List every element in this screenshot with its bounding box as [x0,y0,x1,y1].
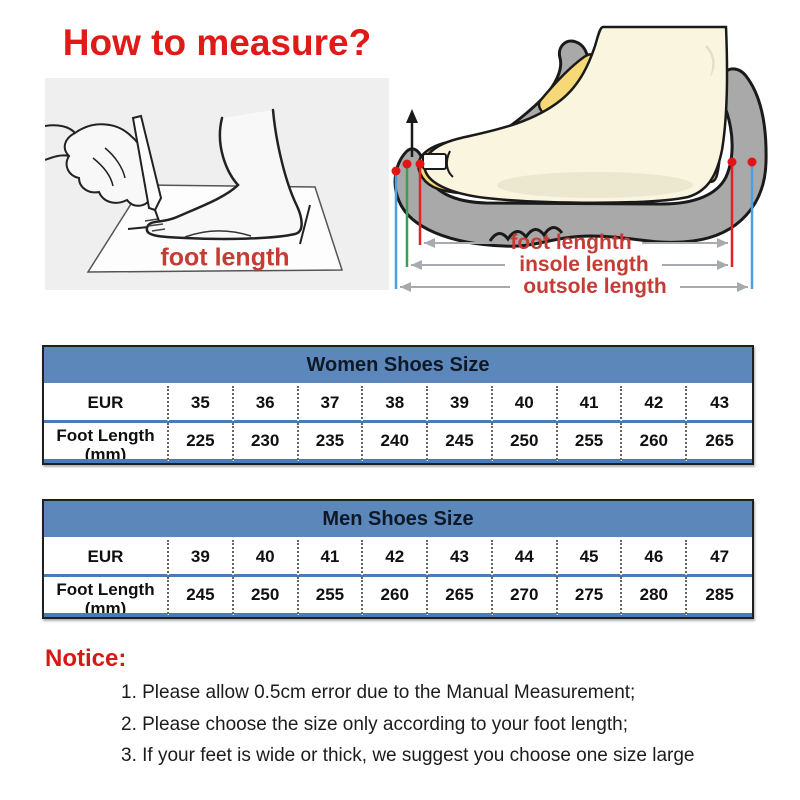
size-cell: 41 [557,386,623,423]
heel-tick-mark [299,204,311,245]
size-cell: 35 [169,386,234,423]
size-cell: 41 [298,540,364,577]
row-header-foot-length: Foot Length (mm) [44,577,169,617]
women-table-title: Women Shoes Size [44,347,752,386]
pen [131,114,163,212]
length-cell: 285 [687,577,752,617]
length-cell: 265 [428,577,493,617]
foot-length-label: foot lenghth [510,231,632,254]
size-cell: 43 [428,540,493,577]
size-cell: 40 [492,386,558,423]
length-cell: 260 [622,423,688,463]
size-cell: 45 [557,540,623,577]
row-header-foot-length: Foot Length (mm) [44,423,169,463]
shoe-measurement-diagram [390,5,800,297]
tread-waves [488,226,564,242]
size-cell: 47 [687,540,752,577]
measure-dot [727,157,737,167]
size-cell: 42 [622,386,688,423]
men-size-table: Men Shoes Size EUR 39 40 41 42 43 44 45 … [42,499,754,619]
women-table-grid: EUR 35 36 37 38 39 40 41 42 43 Foot Leng… [44,386,752,463]
notice-item: 2. Please choose the size only according… [121,713,628,735]
pen-tip [154,209,160,222]
insole-length-label: insole length [519,253,649,276]
finger-lines [92,147,126,187]
trace-marks [144,218,166,232]
men-table-grid: EUR 39 40 41 42 43 44 45 46 47 Foot Leng… [44,540,752,617]
toenail [422,153,447,170]
size-cell: 39 [428,386,493,423]
women-size-table: Women Shoes Size EUR 35 36 37 38 39 40 4… [42,345,754,465]
length-cell: 235 [298,423,364,463]
length-cell: 280 [622,577,688,617]
length-cell: 230 [233,423,299,463]
size-cell: 46 [622,540,688,577]
arrow-right-icon [737,282,748,292]
shoe-drawing [391,25,768,292]
length-cell: 275 [557,577,623,617]
size-cell: 38 [363,386,429,423]
length-cell: 250 [492,423,558,463]
length-cell: 265 [687,423,752,463]
size-cell: 43 [687,386,752,423]
sole-shadow [497,172,693,198]
length-cell: 255 [298,577,364,617]
size-cell: 39 [169,540,234,577]
toe-crease [445,150,454,178]
measure-dot [391,166,401,176]
foot-length-text: Foot Length [56,426,155,445]
length-cell: 270 [492,577,558,617]
page-title: How to measure? [62,22,372,63]
leg-highlight [705,45,715,77]
arrow-left-icon [424,238,435,248]
size-cell: 42 [363,540,429,577]
length-cell: 260 [363,577,429,617]
foot-and-leg [423,25,729,204]
arrow-left-icon [411,260,422,270]
notice-title: Notice: [45,645,127,672]
foot-arch-line [184,230,252,238]
notice-item: 3. If your feet is wide or thick, we sug… [121,745,695,766]
arrow-left-icon [400,282,411,292]
length-cell: 245 [428,423,493,463]
size-cell: 40 [233,540,299,577]
notice-item: 1. Please allow 0.5cm error due to the M… [121,682,636,703]
measure-dot [415,159,425,169]
wrist-lines [44,124,76,161]
foot-fill [146,110,302,239]
foot-length-text: Foot Length [56,580,155,599]
measure-dot [747,157,757,167]
shoe-outsole [393,67,768,248]
foot-measuring-illustration [44,78,389,290]
length-cell: 240 [363,423,429,463]
size-cell: 44 [492,540,558,577]
length-cell: 250 [233,577,299,617]
measure-dot [402,159,412,169]
mm-unit-text: (mm) [84,445,127,463]
toe-arrow-head [406,109,418,123]
arrow-right-icon [717,238,728,248]
arrow-right-icon [717,260,728,270]
length-cell: 255 [557,423,623,463]
size-cell: 36 [233,386,299,423]
outsole-length-label: outsole length [523,275,667,298]
notice-list: 1. Please allow 0.5cm error due to the M… [121,677,761,772]
row-header-eur: EUR [44,386,169,423]
foot-outline [145,108,303,241]
foot-length-caption: foot length [160,243,290,272]
length-cell: 245 [169,577,234,617]
size-cell: 37 [298,386,364,423]
row-header-eur: EUR [44,540,169,577]
length-cell: 225 [169,423,234,463]
mm-unit-text: (mm) [84,599,127,617]
men-table-title: Men Shoes Size [44,501,752,540]
foot-tracing-drawing [44,108,344,273]
